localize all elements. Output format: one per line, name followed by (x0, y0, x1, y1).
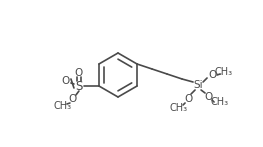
Text: O: O (208, 70, 216, 80)
Text: Si: Si (193, 80, 203, 90)
Text: CH₃: CH₃ (211, 97, 229, 107)
Text: O: O (62, 76, 70, 86)
Text: O: O (204, 92, 212, 102)
Text: O: O (184, 94, 192, 104)
Text: CH₃: CH₃ (170, 103, 188, 113)
Text: CH₃: CH₃ (54, 101, 72, 111)
Text: O: O (69, 94, 77, 104)
Text: S: S (75, 80, 83, 92)
Text: CH₃: CH₃ (215, 67, 233, 77)
Text: O: O (75, 68, 83, 78)
